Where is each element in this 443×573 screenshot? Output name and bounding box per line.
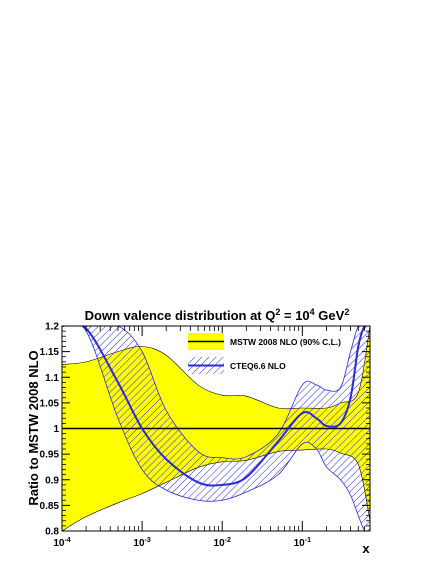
x-tick-label: 10-1 bbox=[294, 537, 311, 549]
cteq-band bbox=[62, 326, 370, 531]
y-tick-label: 0.85 bbox=[40, 501, 60, 512]
x-tick-label: 10-4 bbox=[53, 537, 70, 549]
y-tick-label: 1.1 bbox=[45, 373, 59, 384]
legend: MSTW 2008 NLO (90% C.L.) CTEQ6.6 NLO bbox=[188, 333, 341, 374]
y-tick-label: 1 bbox=[53, 424, 59, 435]
y-tick-label: 1.05 bbox=[40, 398, 60, 409]
y-tick-label: 0.8 bbox=[45, 527, 59, 538]
plot-area bbox=[62, 326, 370, 531]
axis-ticks: 0.8 0.85 0.9 0.95 1 1.05 1.1 1.15 1.2 10-4 10-3 10-… bbox=[40, 322, 370, 549]
y-axis-label: Ratio to MSTW 2008 NLO bbox=[26, 350, 41, 505]
x-axis-label: x bbox=[362, 541, 370, 556]
x-tick-label: 10-3 bbox=[133, 537, 150, 549]
x-tick-label: 10-2 bbox=[214, 537, 231, 549]
cteq-central-line bbox=[62, 326, 370, 487]
chart-title: Down valence distribution at Q2 = 104 Ge… bbox=[85, 307, 350, 323]
legend-cteq-label: CTEQ6.6 NLO bbox=[230, 361, 286, 371]
y-tick-label: 1.2 bbox=[45, 322, 59, 333]
y-tick-label: 0.9 bbox=[45, 475, 59, 486]
y-tick-label: 1.15 bbox=[40, 347, 60, 358]
y-tick-label: 0.95 bbox=[40, 450, 60, 461]
legend-mstw-label: MSTW 2008 NLO (90% C.L.) bbox=[230, 337, 341, 347]
